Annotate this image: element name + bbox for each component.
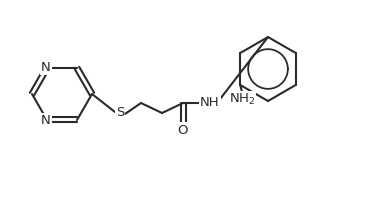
Text: N: N xyxy=(41,60,51,73)
Text: O: O xyxy=(178,124,188,137)
Text: S: S xyxy=(116,106,124,120)
Text: N: N xyxy=(41,114,51,128)
Text: NH$_2$: NH$_2$ xyxy=(229,92,256,106)
Text: NH: NH xyxy=(200,97,220,109)
